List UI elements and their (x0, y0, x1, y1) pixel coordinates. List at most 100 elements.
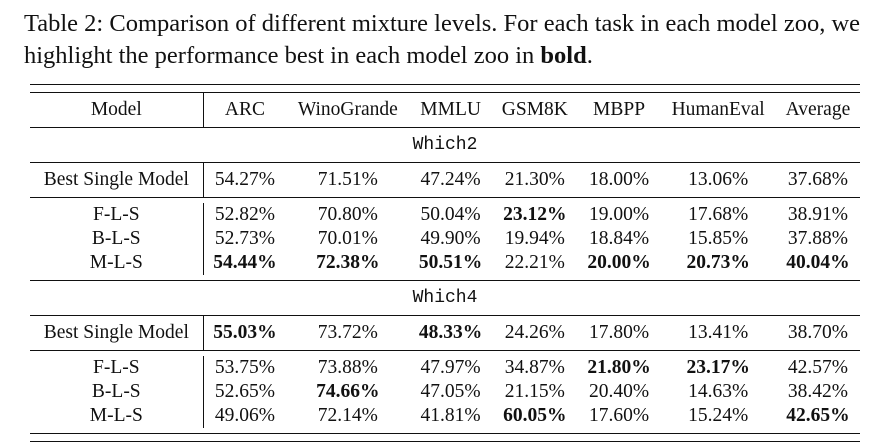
table-row: F-L-S 52.82% 70.80% 50.04% 23.12% 19.00% 17.68… (30, 203, 860, 227)
value-cell: 49.06% (214, 405, 276, 426)
caption-bold-word: bold (540, 42, 587, 69)
value-cell: 15.24% (688, 405, 749, 426)
value-cell: 19.00% (589, 204, 650, 225)
section-header-row: Which4 (30, 281, 860, 316)
model-name-cell: M-L-S (30, 404, 204, 428)
table-row: B-L-S 52.73% 70.01% 49.90% 19.94% 18.84% 15.85… (30, 227, 860, 251)
value-cell: 38.42% (787, 381, 848, 402)
top-rule (30, 84, 860, 93)
table-caption: Table 2: Comparison of different mixture… (24, 8, 869, 72)
section-rule (30, 315, 860, 316)
section-title: Which4 (412, 288, 478, 308)
section-title: Which2 (412, 135, 478, 155)
value-cell: 21.15% (504, 381, 565, 402)
value-cell: 53.75% (214, 357, 276, 378)
section-rule-cell (30, 280, 860, 281)
value-cell: 60.05% (503, 405, 567, 426)
value-cell: 52.73% (214, 228, 276, 249)
value-cell: 34.87% (504, 357, 565, 378)
value-cell: 54.44% (213, 252, 277, 273)
value-cell: 20.73% (686, 252, 750, 273)
value-cell: 47.24% (420, 169, 481, 190)
column-header: MMLU (420, 99, 481, 120)
value-cell: 73.88% (317, 357, 378, 378)
group-rule (30, 350, 860, 351)
model-name-cell: Best Single Model (30, 163, 204, 198)
model-name-cell: Best Single Model (30, 316, 204, 351)
value-cell: 37.68% (787, 169, 848, 190)
value-cell: 52.82% (214, 204, 276, 225)
value-cell: 74.66% (316, 381, 380, 402)
value-cell: 70.80% (317, 204, 378, 225)
value-cell: 71.51% (317, 169, 378, 190)
value-cell: 21.30% (504, 169, 565, 190)
value-cell: 17.60% (589, 405, 650, 426)
header-row: Model ARC WinoGrande MMLU GSM8K MBPP HumanEval… (30, 92, 860, 128)
value-cell: 17.68% (688, 204, 749, 225)
section-rule-cell (30, 127, 860, 128)
model-name-cell: F-L-S (30, 356, 204, 380)
value-cell: 19.94% (504, 228, 565, 249)
value-cell: 42.65% (786, 405, 850, 426)
value-cell: 47.97% (420, 357, 481, 378)
group-rule-cell (30, 350, 860, 351)
model-name-cell: B-L-S (30, 227, 204, 251)
column-header: HumanEval (671, 99, 765, 120)
section-rule-cell (30, 315, 860, 316)
value-cell: 18.00% (589, 169, 650, 190)
value-cell: 72.38% (316, 252, 380, 273)
value-cell: 54.27% (214, 169, 276, 190)
value-cell: 50.04% (420, 204, 481, 225)
caption-label: Table 2: (24, 10, 104, 37)
model-name-cell: B-L-S (30, 380, 204, 404)
value-cell: 52.65% (214, 381, 276, 402)
model-name-cell: F-L-S (30, 203, 204, 227)
value-cell: 41.81% (420, 405, 481, 426)
value-cell: 70.01% (317, 228, 378, 249)
value-cell: 50.51% (418, 252, 483, 273)
column-header: WinoGrande (297, 99, 398, 120)
table-row: M-L-S 54.44% 72.38% 50.51% 22.21% 20.00% 20.73… (30, 251, 860, 275)
results-table: Model ARC WinoGrande MMLU GSM8K MBPP HumanEval… (30, 84, 860, 442)
value-cell: 49.90% (420, 228, 481, 249)
column-header: MBPP (593, 99, 646, 120)
column-header: Model (30, 92, 204, 128)
section-rule (30, 162, 860, 163)
value-cell: 72.14% (317, 405, 378, 426)
value-cell: 20.00% (587, 252, 651, 273)
value-cell: 20.40% (589, 381, 650, 402)
value-cell: 55.03% (213, 322, 277, 343)
value-cell: 42.57% (787, 357, 848, 378)
best-single-model-row: Best Single Model 55.03% 73.72% 48.33% 24.26… (30, 316, 860, 351)
value-cell: 47.05% (420, 381, 481, 402)
value-cell: 13.41% (688, 322, 749, 343)
value-cell: 21.80% (587, 357, 651, 378)
value-cell: 73.72% (317, 322, 378, 343)
value-cell: 15.85% (688, 228, 749, 249)
value-cell: 37.88% (787, 228, 848, 249)
top-rule-cell (30, 84, 860, 93)
value-cell: 24.26% (504, 322, 565, 343)
value-cell: 13.06% (688, 169, 749, 190)
value-cell: 40.04% (786, 252, 850, 273)
section-rule-cell (30, 162, 860, 163)
value-cell: 23.17% (686, 357, 750, 378)
value-cell: 48.33% (418, 322, 483, 343)
model-name-cell: M-L-S (30, 251, 204, 275)
group-rule (30, 197, 860, 198)
bottom-rule-cell (30, 433, 860, 442)
section-rule (30, 127, 860, 128)
value-cell: 18.84% (589, 228, 650, 249)
value-cell: 38.91% (787, 204, 848, 225)
section-header-row: Which2 (30, 128, 860, 163)
value-cell: 14.63% (688, 381, 749, 402)
table-body: Model ARC WinoGrande MMLU GSM8K MBPP HumanEval… (30, 84, 860, 442)
bottom-rule (30, 433, 860, 442)
value-cell: 17.80% (589, 322, 650, 343)
section-rule (30, 280, 860, 281)
group-rule-cell (30, 197, 860, 198)
best-single-model-row: Best Single Model 54.27% 71.51% 47.24% 21.30… (30, 163, 860, 198)
table-row: B-L-S 52.65% 74.66% 47.05% 21.15% 20.40% 14.63… (30, 380, 860, 404)
column-header: GSM8K (501, 99, 568, 120)
column-header: ARC (224, 99, 266, 120)
